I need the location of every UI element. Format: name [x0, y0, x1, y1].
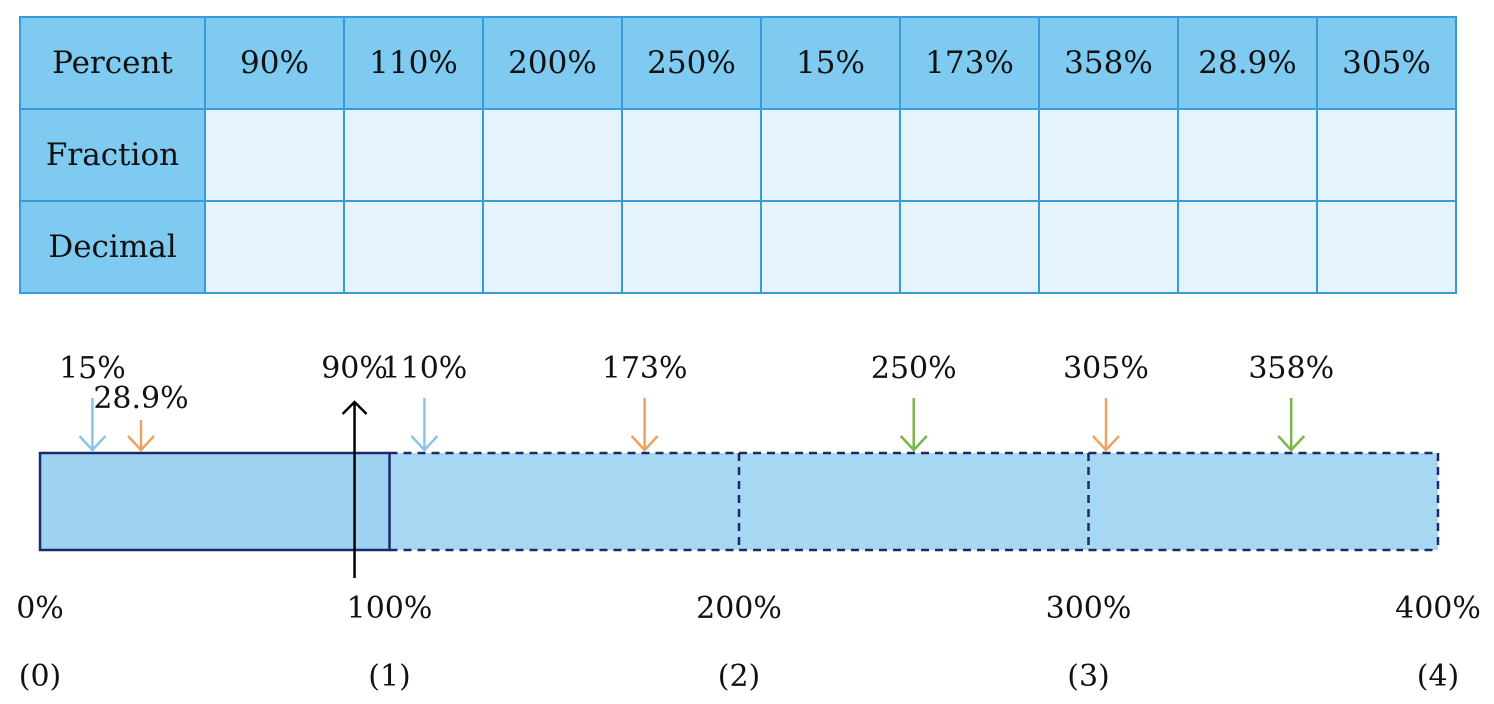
tick-label: 200% [696, 591, 782, 626]
row-header: Fraction [19, 108, 206, 202]
tick-whole: (2) [718, 659, 761, 694]
table-cell [899, 200, 1040, 294]
tick-whole: (4) [1417, 659, 1460, 694]
conversion-table: Percent 90% 110% 200% 250% 15% 173% 358% 28.9% 30… [19, 16, 1457, 294]
table-cell: 305% [1316, 16, 1457, 110]
table-row: Percent 90% 110% 200% 250% 15% 173% 358% 28.9% 30… [19, 16, 1457, 110]
marker-arrow [1092, 398, 1120, 452]
marker-label: 305% [1063, 351, 1149, 386]
marker-label: 250% [871, 351, 957, 386]
marker-label: 28.9% [93, 381, 188, 416]
table-cell [343, 200, 484, 294]
unit-segment [389, 451, 741, 552]
table-cell [621, 108, 762, 202]
row-header: Percent [19, 16, 206, 110]
tick-label: 0% [16, 591, 64, 626]
table-cell [760, 108, 901, 202]
table-cell [1177, 108, 1318, 202]
table-row: Decimal [19, 200, 1457, 294]
table-cell: 250% [621, 16, 762, 110]
unit-segment [38, 451, 391, 552]
tick-label: 400% [1395, 591, 1481, 626]
table-cell: 15% [760, 16, 901, 110]
table-cell [343, 108, 484, 202]
table-cell [760, 200, 901, 294]
table-cell: 173% [899, 16, 1040, 110]
row-header: Decimal [19, 200, 206, 294]
marker-arrow [78, 398, 107, 452]
table-cell: 110% [343, 16, 484, 110]
tick-whole: (1) [368, 659, 411, 694]
table-cell [204, 108, 345, 202]
marker-label: 15% [59, 351, 126, 386]
unit-segment [739, 451, 1090, 552]
table-cell [204, 200, 345, 294]
tick-whole: (0) [19, 659, 62, 694]
marker-arrow [341, 400, 368, 578]
tick-label: 300% [1046, 591, 1132, 626]
table-cell [1316, 108, 1457, 202]
table-cell [1316, 200, 1457, 294]
unit-segment [1088, 451, 1440, 552]
table-cell [482, 200, 623, 294]
table-cell: 28.9% [1177, 16, 1318, 110]
marker-label: 358% [1248, 351, 1334, 386]
marker-arrow [1277, 398, 1306, 452]
marker-label: 90% [321, 351, 388, 386]
marker-arrow [127, 420, 155, 452]
marker-arrow [899, 398, 928, 452]
marker-arrow [630, 398, 659, 452]
table-cell [482, 108, 623, 202]
table-cell [1177, 200, 1318, 294]
marker-label: 110% [382, 351, 468, 386]
table-row: Fraction [19, 108, 1457, 202]
table-cell [899, 108, 1040, 202]
marker-label: 173% [602, 351, 688, 386]
table-cell: 90% [204, 16, 345, 110]
table-cell: 200% [482, 16, 623, 110]
table-cell: 358% [1038, 16, 1179, 110]
tick-label: 100% [347, 591, 433, 626]
table-cell [1038, 108, 1179, 202]
tick-whole: (3) [1067, 659, 1110, 694]
table-cell [1038, 200, 1179, 294]
table-cell [621, 200, 762, 294]
marker-arrow [410, 398, 439, 452]
